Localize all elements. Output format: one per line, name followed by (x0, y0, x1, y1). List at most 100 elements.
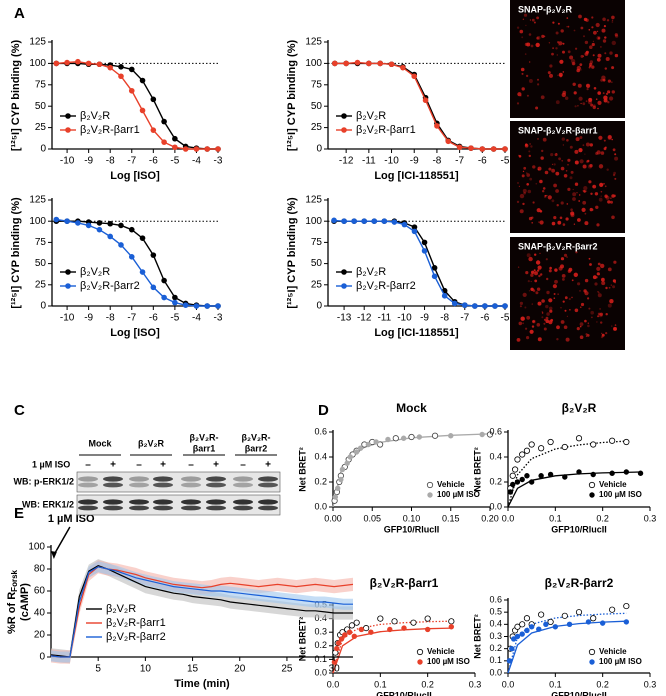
fluorescence (577, 282, 581, 286)
fluorescence (592, 105, 596, 110)
data-point (528, 441, 535, 448)
fluorescence (605, 57, 610, 61)
fluorescence (552, 21, 555, 24)
fluorescence (613, 171, 616, 175)
fluorescence (553, 183, 557, 188)
data-point (338, 636, 345, 642)
y-tick-label: 0.2 (314, 476, 327, 486)
fluorescence (600, 46, 602, 48)
fluorescence (572, 197, 576, 201)
y-tick-label: 25 (35, 122, 47, 133)
fluorescence (611, 90, 615, 94)
y-tick-label: 25 (311, 279, 323, 290)
data-point (348, 622, 356, 629)
fluorescence (561, 274, 566, 278)
data-point (346, 629, 353, 635)
data-point (172, 294, 178, 301)
fluorescence (528, 290, 531, 292)
fluorescence (566, 256, 568, 258)
fluorescence (545, 316, 549, 320)
fluorescence (550, 153, 554, 157)
fluorescence (579, 290, 581, 292)
y-tick-label: 0.2 (489, 476, 502, 486)
fluorescence (589, 45, 593, 49)
data-point (590, 615, 597, 622)
fluorescence (588, 257, 591, 260)
chart: 0.0 0.2 0.4 0.6 0.0 0.1 0.2 0.3 GFP10/RlucII Net … (472, 401, 656, 534)
y-tick-label: 80 (34, 564, 46, 575)
data-point (599, 620, 606, 626)
fluorescence (548, 167, 552, 171)
fluorescence (592, 40, 595, 43)
data-point (479, 146, 486, 152)
data-point (585, 619, 592, 625)
fluorescence (540, 273, 543, 276)
fluorescence (541, 311, 543, 313)
data-point (609, 606, 616, 613)
fluorescence (557, 74, 559, 77)
blot-band (129, 505, 149, 511)
fluorescence (523, 13, 528, 17)
fluorescence (599, 308, 601, 310)
fluorescence (521, 36, 524, 39)
legend-marker (417, 659, 423, 665)
x-axis-label: GFP10/RlucII (551, 690, 607, 696)
data-point (204, 146, 211, 152)
blot-band (181, 505, 201, 511)
data-point (509, 645, 515, 652)
fluorescence (609, 299, 614, 304)
data-point (139, 269, 146, 275)
data-point (139, 235, 146, 241)
lane-group-label: Mock (88, 438, 112, 448)
fluorescence (585, 83, 590, 87)
data-point (96, 226, 103, 233)
x-tick-label: -10 (397, 313, 412, 324)
fluorescence (532, 165, 536, 169)
fluorescence (612, 148, 616, 152)
fluorescence (597, 312, 601, 316)
fluorescence (603, 182, 605, 185)
fluorescence (596, 57, 601, 62)
blot-band (129, 482, 149, 488)
data-point (502, 303, 508, 309)
x-tick-label: 20 (234, 664, 246, 675)
fluorescence (585, 142, 590, 147)
image-label: SNAP-β₂V₂R (518, 4, 572, 14)
fluorescence (528, 256, 533, 262)
fluorescence (562, 278, 565, 281)
fluorescence (522, 188, 527, 193)
fluorescence (606, 19, 610, 22)
legend-label: β₂V₂R (106, 603, 136, 615)
fluorescence (598, 197, 603, 202)
fluorescence (533, 269, 536, 272)
data-point (538, 473, 544, 479)
fluorescence (529, 329, 534, 334)
series-line (56, 60, 218, 150)
x-tick-label: 30 (329, 664, 341, 675)
data-point (387, 626, 393, 633)
fluorescence (614, 177, 617, 180)
data-point (486, 431, 494, 438)
blot-row-label: WB: p-ERK1/2 (14, 476, 75, 486)
fluorescence (615, 328, 617, 330)
blot-band (153, 505, 173, 511)
fluorescence (600, 195, 602, 197)
data-point (510, 481, 516, 488)
fluorescence (536, 269, 540, 272)
fluorescence (541, 299, 545, 303)
data-point (357, 445, 364, 451)
x-tick-label: 0.2 (596, 679, 609, 689)
data-point (431, 432, 439, 439)
legend-marker (65, 269, 71, 275)
fluorescence (597, 91, 601, 95)
blot-band (181, 482, 201, 488)
lane-group-label: β₂V₂R (138, 438, 164, 448)
fluorescence (576, 327, 580, 331)
y-tick-label: 100 (28, 542, 45, 553)
fluorescence (526, 172, 528, 174)
fluorescence (597, 315, 600, 318)
fluorescence (556, 325, 560, 330)
fluorescence (525, 143, 528, 146)
data-point (576, 469, 582, 475)
x-tick-label: -6 (478, 156, 487, 167)
